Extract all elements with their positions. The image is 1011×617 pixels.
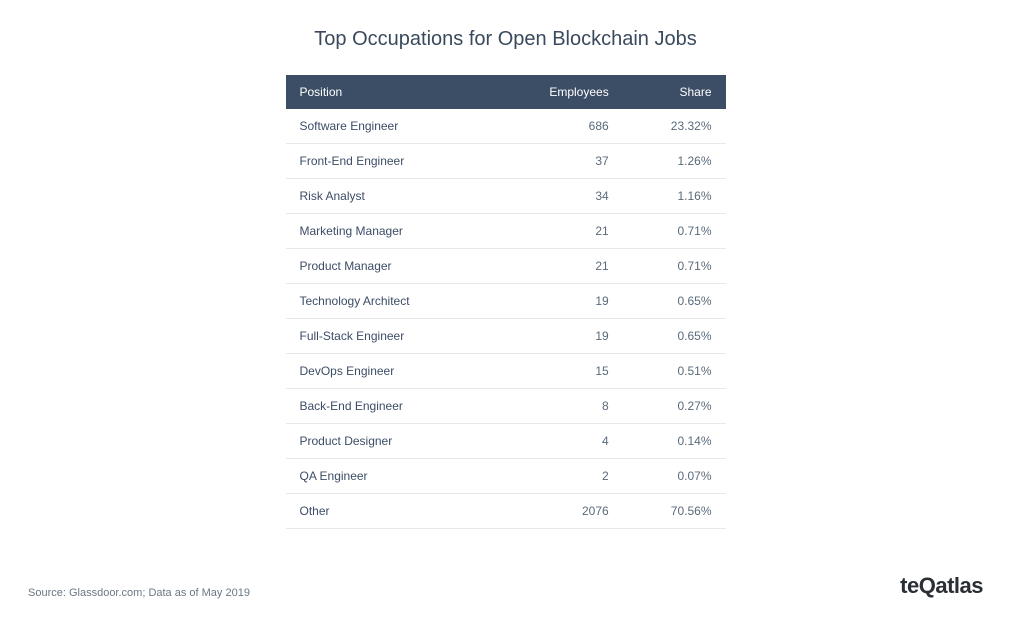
- cell-share: 0.27%: [623, 389, 726, 424]
- source-text: Source: Glassdoor.com; Data as of May 20…: [28, 587, 250, 599]
- table-row: Product Designer40.14%: [286, 424, 726, 459]
- cell-position: Product Manager: [286, 249, 493, 284]
- table-row: Front-End Engineer371.26%: [286, 144, 726, 179]
- cell-employees: 8: [492, 389, 623, 424]
- cell-employees: 21: [492, 214, 623, 249]
- table-row: Full-Stack Engineer190.65%: [286, 319, 726, 354]
- brand-logo: teQatlas: [900, 573, 983, 599]
- table-row: Software Engineer68623.32%: [286, 109, 726, 144]
- table-header-row: Position Employees Share: [286, 75, 726, 109]
- cell-share: 0.07%: [623, 459, 726, 494]
- table-row: Other207670.56%: [286, 494, 726, 529]
- cell-position: Software Engineer: [286, 109, 493, 144]
- cell-position: Product Designer: [286, 424, 493, 459]
- table-row: Marketing Manager210.71%: [286, 214, 726, 249]
- footer: Source: Glassdoor.com; Data as of May 20…: [0, 573, 1011, 599]
- cell-position: Risk Analyst: [286, 179, 493, 214]
- col-header-employees: Employees: [492, 75, 623, 109]
- table-row: DevOps Engineer150.51%: [286, 354, 726, 389]
- cell-share: 70.56%: [623, 494, 726, 529]
- cell-share: 1.26%: [623, 144, 726, 179]
- cell-employees: 15: [492, 354, 623, 389]
- cell-employees: 37: [492, 144, 623, 179]
- cell-position: DevOps Engineer: [286, 354, 493, 389]
- cell-position: Technology Architect: [286, 284, 493, 319]
- cell-share: 0.14%: [623, 424, 726, 459]
- table-row: Back-End Engineer80.27%: [286, 389, 726, 424]
- cell-employees: 2076: [492, 494, 623, 529]
- cell-position: Full-Stack Engineer: [286, 319, 493, 354]
- cell-employees: 34: [492, 179, 623, 214]
- col-header-share: Share: [623, 75, 726, 109]
- cell-share: 0.71%: [623, 249, 726, 284]
- cell-employees: 21: [492, 249, 623, 284]
- cell-employees: 686: [492, 109, 623, 144]
- cell-share: 0.65%: [623, 284, 726, 319]
- page-title: Top Occupations for Open Blockchain Jobs: [0, 0, 1011, 75]
- cell-position: QA Engineer: [286, 459, 493, 494]
- col-header-position: Position: [286, 75, 493, 109]
- cell-share: 0.51%: [623, 354, 726, 389]
- cell-share: 0.65%: [623, 319, 726, 354]
- table-row: QA Engineer20.07%: [286, 459, 726, 494]
- cell-employees: 19: [492, 319, 623, 354]
- cell-position: Front-End Engineer: [286, 144, 493, 179]
- occupations-table: Position Employees Share Software Engine…: [286, 75, 726, 529]
- table-row: Risk Analyst341.16%: [286, 179, 726, 214]
- cell-position: Other: [286, 494, 493, 529]
- cell-employees: 19: [492, 284, 623, 319]
- cell-share: 1.16%: [623, 179, 726, 214]
- occupations-table-wrap: Position Employees Share Software Engine…: [286, 75, 726, 529]
- cell-position: Marketing Manager: [286, 214, 493, 249]
- cell-share: 23.32%: [623, 109, 726, 144]
- table-row: Product Manager210.71%: [286, 249, 726, 284]
- cell-employees: 2: [492, 459, 623, 494]
- table-row: Technology Architect190.65%: [286, 284, 726, 319]
- cell-position: Back-End Engineer: [286, 389, 493, 424]
- cell-share: 0.71%: [623, 214, 726, 249]
- cell-employees: 4: [492, 424, 623, 459]
